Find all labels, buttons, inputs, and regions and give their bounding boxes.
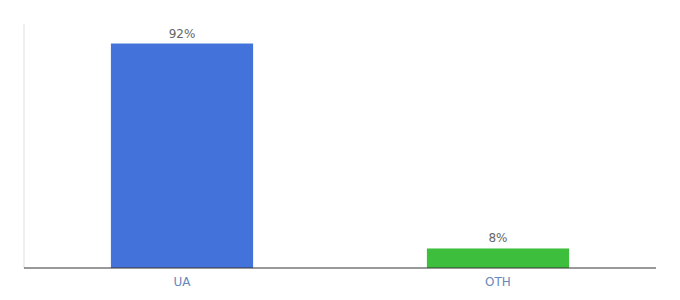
x-axis-line — [24, 268, 656, 269]
x-tick-label: OTH — [485, 275, 511, 289]
x-ticks: UA OTH — [174, 275, 511, 289]
data-label: 92% — [169, 27, 196, 41]
bar — [111, 44, 253, 268]
x-tick-label: UA — [174, 275, 192, 289]
data-labels: 92% 8% — [169, 27, 508, 246]
chart: 92% 8% UA OTH — [0, 0, 680, 300]
bar — [427, 248, 569, 268]
chart-container: 92% 8% UA OTH — [0, 0, 680, 300]
bars — [111, 44, 569, 268]
y-axis-line — [24, 24, 25, 268]
data-label: 8% — [488, 231, 507, 245]
